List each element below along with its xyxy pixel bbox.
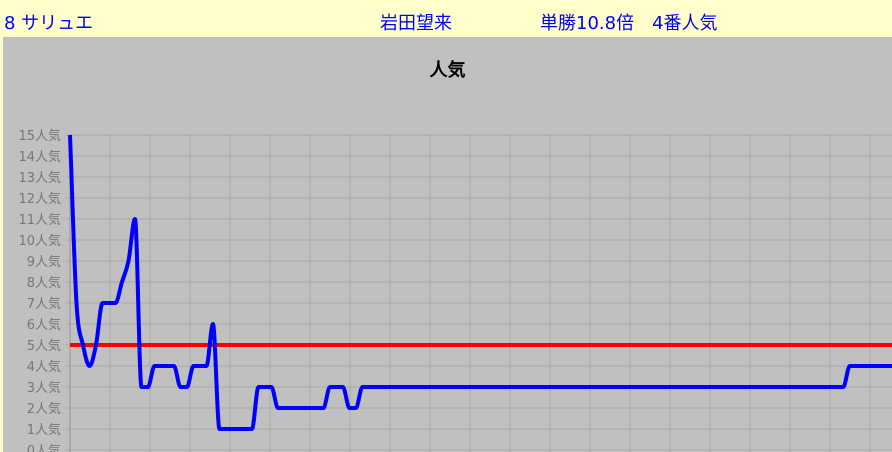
y-tick-label: 11人気	[18, 212, 61, 228]
y-tick-label: 2人気	[27, 401, 61, 417]
y-tick-label: 9人気	[27, 254, 61, 270]
odds-popularity: 単勝10.8倍 4番人気	[540, 13, 718, 34]
y-tick-label: 5人気	[27, 338, 61, 354]
y-tick-label: 13人気	[18, 170, 61, 186]
jockey-name: 岩田望来	[380, 13, 452, 34]
chart-title: 人気	[429, 60, 466, 81]
chart-panel: 人気 0人気 1人気 2人気 3人気 4人気 5人気 6人気 7人気 8人気 9人気 10人気 11人…	[3, 37, 892, 452]
y-tick-label: 10人気	[18, 233, 61, 249]
y-tick-label: 15人気	[18, 128, 61, 144]
popularity-line	[68, 134, 892, 431]
y-tick-label: 3人気	[27, 380, 61, 396]
y-tick-label: 14人気	[18, 149, 61, 165]
popularity-chart: 0人気 1人気 2人気 3人気 4人気 5人気 6人気 7人気 8人気 9人気 10人気 11人気 12…	[18, 128, 892, 452]
y-tick-label: 4人気	[27, 359, 61, 375]
y-tick-label: 7人気	[27, 296, 61, 312]
y-tick-label: 12人気	[18, 191, 61, 207]
horse-name: 8 サリュエ	[4, 13, 94, 34]
y-tick-label: 1人気	[27, 422, 61, 438]
y-tick-label: 0人気	[27, 443, 61, 452]
y-tick-label: 8人気	[27, 275, 61, 291]
y-tick-label: 6人気	[27, 317, 61, 333]
